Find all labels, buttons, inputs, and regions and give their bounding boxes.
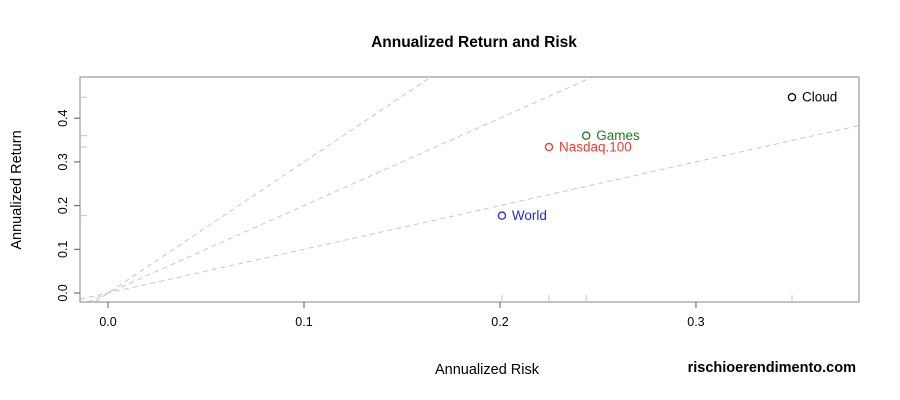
reference-lines-group: [80, 77, 859, 302]
x-axis-tick-label: 0.3: [687, 315, 704, 329]
y-axis-tick-label: 0.1: [56, 241, 70, 258]
point-label-cloud: Cloud: [802, 90, 837, 105]
y-axis-tick-label: 0.3: [56, 153, 70, 170]
watermark-text: rischioerendimento.com: [687, 360, 856, 376]
x-axis-tick-label: 0.1: [295, 315, 312, 329]
y-axis-tick-label: 0.0: [56, 284, 70, 301]
point-world: [497, 211, 507, 220]
plot-border: [79, 76, 860, 303]
point-cloud: [787, 92, 797, 102]
chart-title: Annualized Return and Risk: [371, 34, 577, 51]
reference-line-slope-3: [93, 77, 432, 302]
y-axis-tick-label: 0.4: [56, 109, 70, 126]
reference-line-slope-2: [86, 77, 594, 302]
point-label-world: World: [512, 208, 547, 223]
point-label-games: Games: [596, 128, 640, 143]
x-axis-tick-label: 0.2: [491, 315, 508, 329]
y-axis-title: Annualized Return: [9, 130, 25, 250]
point-label-nasdaq-100: Nasdaq.100: [559, 140, 632, 155]
point-games: [581, 131, 591, 140]
reference-line-slope-1: [80, 125, 859, 300]
y-axis-tick-label: 0.2: [56, 197, 70, 214]
x-axis-tick-label: 0.0: [99, 315, 116, 329]
x-axis-title: Annualized Risk: [435, 362, 539, 378]
point-nasdaq-100: [544, 142, 554, 152]
